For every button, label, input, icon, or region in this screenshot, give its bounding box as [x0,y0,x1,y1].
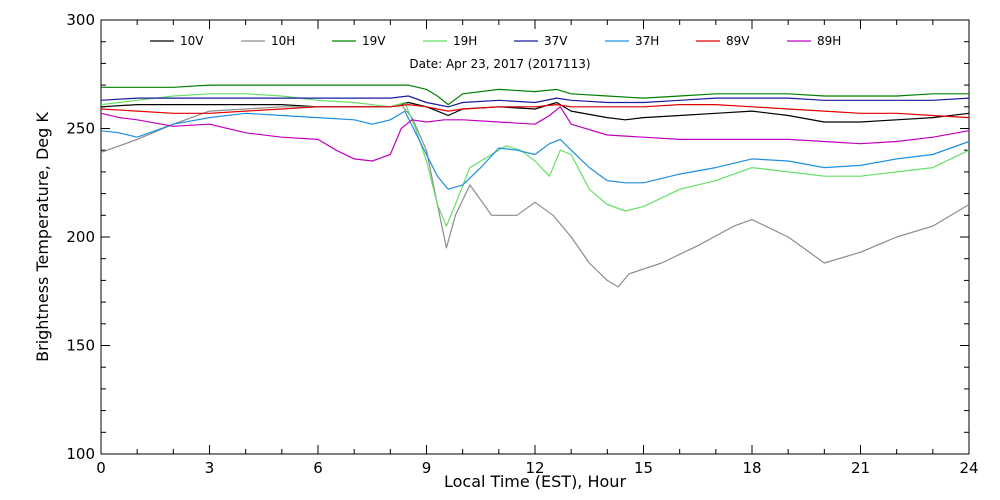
x-tick-label: 15 [634,459,653,477]
x-tick-label: 9 [422,459,432,477]
series-line-19v [101,84,969,106]
y-tick-label: 200 [66,228,95,246]
y-tick-label: 150 [66,337,95,355]
y-tick-labels: 100 150 200 250 300 [66,11,95,463]
legend-label-37h: 37H [635,34,659,48]
x-axis-label: Local Time (EST), Hour [444,472,626,491]
legend-label-89h: 89H [817,34,841,48]
series-line-89h [100,106,970,162]
x-tick-label: 18 [742,459,761,477]
x-tick-label: 6 [313,459,323,477]
series-line-10v [100,101,970,123]
series-line-10h [100,103,970,288]
series-lines [100,84,970,288]
series-line-89v [100,103,970,119]
series-line-37v [100,95,970,108]
legend-label-10h: 10H [271,34,295,48]
x-tick-label: 21 [851,459,870,477]
y-axis-label: Brightness Temperature, Deg K [33,112,52,362]
x-tick-label: 0 [96,459,106,477]
legend-label-10v: 10V [180,34,204,48]
legend: 10V 10H 19V 19H 37V 37H 89V 89H [150,34,841,48]
x-tick-label: 3 [205,459,215,477]
x-tick-label: 12 [525,459,544,477]
y-tick-label: 250 [66,120,95,138]
y-tick-label: 300 [66,11,95,29]
series-line-19h [100,93,970,227]
x-tick-labels: 0 3 6 9 12 15 18 21 24 [96,459,978,477]
legend-label-89v: 89V [726,34,750,48]
x-tick-label: 24 [959,459,978,477]
series-line-37h [100,110,970,190]
legend-label-37v: 37V [544,34,568,48]
legend-label-19h: 19H [453,34,477,48]
legend-label-19v: 19V [362,34,386,48]
y-tick-label: 100 [66,445,95,463]
chart-subtitle: Date: Apr 23, 2017 (2017113) [409,57,590,71]
